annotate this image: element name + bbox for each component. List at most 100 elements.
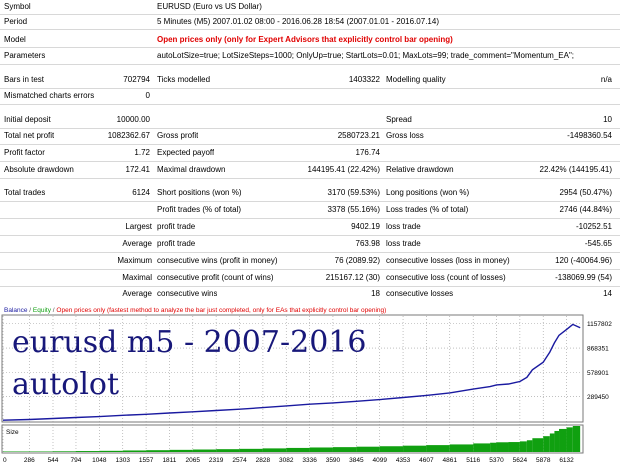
label-total-net-profit: Total net profit xyxy=(4,131,55,140)
size-bar xyxy=(549,433,555,452)
value-avg-consecutive-wins: 18 xyxy=(371,289,380,298)
x-tick-label: 5370 xyxy=(489,457,504,464)
value-average-loss-trade: -545.65 xyxy=(584,239,612,248)
row-mismatched: Mismatched charts errors 0 xyxy=(0,89,620,103)
size-bar xyxy=(169,449,193,452)
x-tick-label: 3590 xyxy=(326,457,341,464)
value-largest-loss-trade: -10252.51 xyxy=(575,222,612,231)
value-spread: 10 xyxy=(603,115,612,124)
value-mismatched: 0 xyxy=(145,91,150,100)
label-symbol: Symbol xyxy=(4,2,31,11)
label-profit-factor: Profit factor xyxy=(4,148,45,157)
label-profit-trades: Profit trades (% of total) xyxy=(157,205,242,214)
label-average: Average xyxy=(122,239,152,248)
value-total-net-profit: 1082362.67 xyxy=(107,131,150,140)
size-bar xyxy=(146,450,170,452)
label-maximal-consecutive-profit: consecutive profit (count of wins) xyxy=(157,273,274,282)
size-bar xyxy=(543,436,550,452)
x-tick-label: 5116 xyxy=(466,457,480,464)
size-bar xyxy=(29,451,53,452)
value-parameters: autoLotSize=true; LotSizeSteps=1000; Onl… xyxy=(157,51,575,60)
size-bar xyxy=(496,442,509,452)
label-largest-loss-trade: loss trade xyxy=(386,222,421,231)
size-bar xyxy=(426,445,450,452)
value-ticks-modelled: 1403322 xyxy=(348,75,380,84)
label-short-positions: Short positions (won %) xyxy=(157,188,242,197)
label-average-loss-trade: loss trade xyxy=(386,239,421,248)
label-mismatched: Mismatched charts errors xyxy=(4,91,95,100)
x-tick-label: 4099 xyxy=(372,457,387,464)
main-plot-frame xyxy=(1,314,584,423)
label-average-profit-trade: profit trade xyxy=(157,239,196,248)
size-bar xyxy=(508,442,520,452)
value-profit-trades: 3378 (55.16%) xyxy=(327,205,380,214)
label-bars-in-test: Bars in test xyxy=(4,75,45,84)
size-bar xyxy=(75,451,100,452)
row-maximum: Maximum consecutive wins (profit in mone… xyxy=(0,254,620,268)
x-tick-label: 2065 xyxy=(186,457,201,464)
value-absolute-drawdown: 172.41 xyxy=(125,165,150,174)
size-bar xyxy=(239,448,263,452)
legend-equity: Equity xyxy=(33,307,52,314)
row-maximal: Maximal consecutive profit (count of win… xyxy=(0,271,620,285)
y-tick-label: 289450 xyxy=(587,394,609,401)
size-bar xyxy=(262,448,287,452)
label-long-positions: Long positions (won %) xyxy=(386,188,470,197)
label-max-consecutive-losses: consecutive losses (loss in money) xyxy=(386,256,510,265)
row-largest: Largest profit trade 9402.19 loss trade … xyxy=(0,220,620,234)
value-initial-deposit: 10000.00 xyxy=(116,115,150,124)
value-largest-profit-trade: 9402.19 xyxy=(351,222,380,231)
row-average: Average profit trade 763.98 loss trade -… xyxy=(0,237,620,251)
value-average-profit-trade: 763.98 xyxy=(355,239,380,248)
label-gross-profit: Gross profit xyxy=(157,131,199,140)
size-bar xyxy=(532,438,544,452)
label-spread: Spread xyxy=(386,115,412,124)
value-maximal-consecutive-profit: 215167.12 (30) xyxy=(325,273,380,282)
value-avg-consecutive-losses: 14 xyxy=(603,289,612,298)
y-tick-label: 1157802 xyxy=(587,321,612,328)
value-short-positions: 3170 (59.53%) xyxy=(327,188,380,197)
size-bar xyxy=(332,447,357,452)
size-bar xyxy=(554,430,560,452)
value-period: 5 Minutes (M5) 2007.01.02 08:00 - 2016.0… xyxy=(157,17,439,26)
row-symbol: Symbol EURUSD (Euro vs US Dollar) xyxy=(0,0,620,14)
x-tick-label: 5624 xyxy=(513,457,528,464)
row-drawdown: Absolute drawdown 172.41 Maximal drawdow… xyxy=(0,163,620,177)
label-maximum: Maximum xyxy=(117,256,152,265)
value-max-consecutive-losses: 120 (-40064.96) xyxy=(555,256,612,265)
label-parameters: Parameters xyxy=(4,51,46,60)
chart-overlay-subtitle: autolot xyxy=(12,367,120,402)
size-bar xyxy=(192,449,217,452)
legend-note: Open prices only (fastest method to anal… xyxy=(56,307,386,314)
x-tick-label: 0 xyxy=(3,457,7,464)
label-ticks-modelled: Ticks modelled xyxy=(157,75,211,84)
label-maximal-consecutive-loss: consecutive loss (count of losses) xyxy=(386,273,506,282)
x-tick-label: 4607 xyxy=(419,457,434,464)
size-bar xyxy=(99,450,123,452)
value-modelling-quality: n/a xyxy=(600,75,612,84)
label-maximal-drawdown: Maximal drawdown xyxy=(157,165,226,174)
row-average-consecutive: Average consecutive wins 18 consecutive … xyxy=(0,287,620,301)
label-total-trades: Total trades xyxy=(4,188,46,197)
value-gross-loss: -1498360.54 xyxy=(567,131,612,140)
size-bar xyxy=(356,446,380,452)
size-bar xyxy=(526,440,533,452)
size-bar xyxy=(309,447,333,452)
size-label: Size xyxy=(6,429,19,436)
x-tick-label: 544 xyxy=(48,457,59,464)
x-tick-label: 3845 xyxy=(349,457,364,464)
x-tick-label: 4861 xyxy=(443,457,458,464)
size-bar xyxy=(216,449,240,452)
x-tick-label: 794 xyxy=(71,457,82,464)
value-gross-profit: 2580723.21 xyxy=(337,131,380,140)
size-bar xyxy=(3,451,30,452)
label-expected-payoff: Expected payoff xyxy=(157,148,215,157)
size-bar xyxy=(572,426,581,452)
label-initial-deposit: Initial deposit xyxy=(4,115,51,124)
label-max-consecutive-wins: consecutive wins (profit in money) xyxy=(157,256,278,265)
size-bar xyxy=(559,428,567,452)
label-gross-loss: Gross loss xyxy=(386,131,424,140)
label-modelling-quality: Modelling quality xyxy=(386,75,446,84)
label-period: Period xyxy=(4,17,28,26)
size-bar xyxy=(566,427,573,452)
